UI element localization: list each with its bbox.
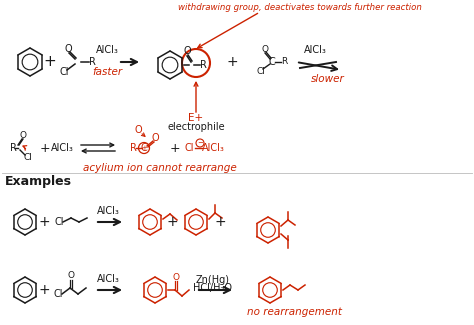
Text: O: O [134,125,142,135]
Text: AlCl₃: AlCl₃ [201,143,224,153]
Text: slower: slower [311,74,345,84]
Text: O: O [64,44,72,54]
Text: AlCl₃: AlCl₃ [97,274,119,284]
Text: R: R [281,58,287,67]
Text: O: O [151,133,159,143]
Text: Cl: Cl [24,153,32,162]
Text: +: + [40,141,50,154]
Text: −: − [197,140,203,146]
Text: withdrawing group, deactivates towards further reaction: withdrawing group, deactivates towards f… [178,4,422,12]
Text: Cl: Cl [184,143,194,153]
Text: AlCl₃: AlCl₃ [96,45,118,55]
Text: faster: faster [92,67,122,77]
Text: HCl/H₂O: HCl/H₂O [193,283,233,293]
Text: +: + [38,215,50,229]
Text: R: R [89,57,95,67]
Text: E+: E+ [189,113,203,123]
Text: +: + [38,283,50,297]
Text: Cl: Cl [256,67,265,75]
Text: Cl: Cl [55,217,64,227]
Text: +: + [166,215,178,229]
Text: +: + [226,55,238,69]
Text: no rearrangement: no rearrangement [247,307,343,317]
Text: +: + [44,55,56,70]
Text: Zn(Hg): Zn(Hg) [196,275,230,285]
Text: Examples: Examples [5,175,72,188]
Text: +: + [214,215,226,229]
Text: +: + [170,141,180,154]
Text: R: R [10,143,17,153]
Text: R: R [200,60,207,70]
Text: electrophile: electrophile [167,122,225,132]
Text: AlCl₃: AlCl₃ [51,143,73,153]
Text: O: O [67,271,74,280]
Text: O: O [173,272,180,281]
Text: Cl: Cl [59,67,69,77]
Text: O: O [262,45,268,54]
Text: AlCl₃: AlCl₃ [97,206,119,216]
Text: Cl: Cl [54,289,64,299]
Text: acylium ion cannot rearrange: acylium ion cannot rearrange [83,163,237,173]
Text: C: C [269,57,275,67]
Text: O: O [19,131,27,139]
Text: O: O [183,46,191,56]
Text: C: C [141,143,147,153]
Text: +: + [141,145,147,151]
Text: R: R [130,143,137,153]
Text: AlCl₃: AlCl₃ [303,45,327,55]
